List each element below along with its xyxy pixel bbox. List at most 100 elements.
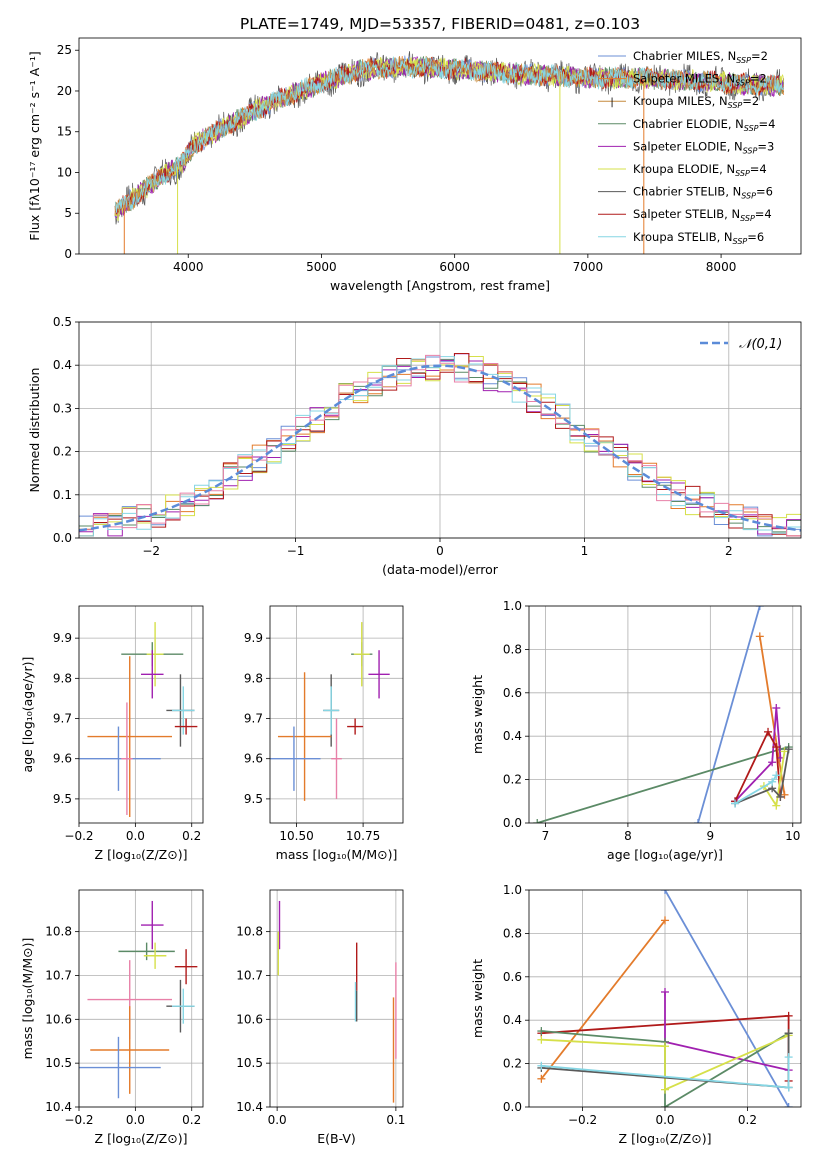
axis-ticks bbox=[266, 637, 364, 827]
x-axis-label: mass [log₁₀(M/M⊙)] bbox=[276, 847, 398, 862]
grid-lines bbox=[78, 890, 203, 1108]
x-tick-label: 0.2 bbox=[182, 829, 201, 843]
legend-entry: Kroupa STELIB, NSSP=6 bbox=[633, 230, 764, 246]
x-tick-label: 9 bbox=[707, 829, 715, 843]
weight-line bbox=[734, 729, 782, 802]
axes-frame bbox=[269, 889, 404, 1108]
y-tick-label: 0.0 bbox=[503, 1100, 522, 1114]
y-tick-label: 10.5 bbox=[45, 1056, 72, 1070]
plot-area bbox=[79, 622, 198, 817]
weight-line bbox=[734, 749, 790, 805]
y-tick-label: 25 bbox=[57, 43, 72, 57]
legend-entry: Salpeter STELIB, NSSP=4 bbox=[633, 207, 772, 223]
panel-mass-vs-Z: −0.2 0.0 0.2 10.4 10.5 10.6 10.7 10.8 Z [log₁₀(Z… bbox=[20, 889, 204, 1146]
y-tick-label: 10.8 bbox=[45, 925, 72, 939]
y-tick-label: 10.6 bbox=[45, 1012, 72, 1026]
y-tick-label: 0.2 bbox=[53, 445, 72, 459]
plot-area bbox=[533, 606, 793, 823]
legend-entry: Chabrier ELODIE, NSSP=4 bbox=[633, 117, 775, 133]
legend-entry: Salpeter ELODIE, NSSP=3 bbox=[633, 139, 774, 155]
axes-frame bbox=[78, 889, 204, 1108]
axes-frame bbox=[78, 321, 802, 539]
y-tick-label: 9.9 bbox=[53, 631, 72, 645]
y-tick-label: 9.7 bbox=[244, 712, 263, 726]
x-tick-label: −0.2 bbox=[568, 1113, 597, 1127]
x-tick-label: 0.1 bbox=[386, 1113, 405, 1127]
normal-curve bbox=[79, 364, 801, 532]
y-axis-label: Normed distribution bbox=[27, 368, 42, 493]
y-tick-label: 15 bbox=[57, 125, 72, 139]
y-tick-label: 9.6 bbox=[53, 752, 72, 766]
plot-area bbox=[537, 890, 793, 1107]
panel-spectrum: 4000 5000 6000 7000 8000 0 5 10 15 20 25 wavelength… bbox=[27, 37, 802, 293]
y-axis-label: mass weight bbox=[470, 959, 485, 1038]
legend-entry: Chabrier MILES, NSSP=2 bbox=[633, 49, 768, 65]
x-tick-label: 1 bbox=[581, 544, 589, 558]
y-tick-label: 1.0 bbox=[503, 599, 522, 613]
legend-marker: | bbox=[610, 97, 613, 108]
y-tick-label: 0.4 bbox=[503, 729, 522, 743]
y-axis-label: mass weight bbox=[470, 675, 485, 754]
grid-lines bbox=[270, 890, 403, 1108]
x-axis-label: (data-model)/error bbox=[382, 562, 499, 577]
y-tick-label: 9.6 bbox=[244, 752, 263, 766]
y-axis-label: age [log₁₀(age/yr)] bbox=[20, 657, 35, 773]
x-axis-label: age [log₁₀(age/yr)] bbox=[607, 847, 723, 862]
figure-title: PLATE=1749, MJD=53357, FIBERID=0481, z=0… bbox=[240, 15, 640, 33]
y-tick-label: 10 bbox=[57, 165, 72, 179]
panel-mass-vs-EBV: 0.0 0.1 10.4 10.5 10.6 10.7 10.8 E(B-V) bbox=[236, 889, 405, 1146]
plot-area bbox=[79, 352, 801, 538]
x-tick-label: 0.2 bbox=[738, 1113, 757, 1127]
x-tick-label: −1 bbox=[287, 544, 305, 558]
y-axis-label: Flux [fλ10⁻¹⁷ erg cm⁻² s⁻¹ A⁻¹] bbox=[27, 51, 42, 240]
weight-line bbox=[664, 992, 789, 1071]
weight-line bbox=[541, 1034, 789, 1091]
y-tick-label: 10.7 bbox=[236, 968, 263, 982]
y-tick-label: 0.0 bbox=[53, 531, 72, 545]
axes-frame bbox=[528, 889, 802, 1108]
panel-age-vs-mass: 10.50 10.75 9.5 9.6 9.7 9.8 9.9 mass [log₁₀(M/M… bbox=[244, 605, 404, 862]
x-tick-label: 0.0 bbox=[655, 1113, 674, 1127]
y-tick-label: 10.6 bbox=[236, 1012, 263, 1026]
x-tick-label: −2 bbox=[142, 544, 160, 558]
x-tick-label: 8000 bbox=[706, 260, 737, 274]
axis-ticks bbox=[75, 49, 722, 258]
axis-ticks bbox=[75, 931, 193, 1111]
x-tick-label: 0 bbox=[436, 544, 444, 558]
axes-frame bbox=[269, 605, 404, 824]
plot-area bbox=[79, 900, 198, 1099]
spectrum-line bbox=[114, 55, 785, 213]
y-tick-label: 0.6 bbox=[503, 970, 522, 984]
x-tick-label: 6000 bbox=[439, 260, 470, 274]
y-tick-label: 10.4 bbox=[236, 1100, 263, 1114]
x-tick-label: 10.50 bbox=[279, 829, 313, 843]
axes-frame bbox=[528, 605, 802, 824]
x-axis-label: Z [log₁₀(Z/Z⊙)] bbox=[95, 1131, 188, 1146]
weight-line bbox=[734, 707, 782, 802]
weight-line bbox=[664, 890, 790, 1107]
axes-frame bbox=[78, 605, 204, 824]
axis-ticks bbox=[525, 605, 794, 827]
y-tick-label: 10.5 bbox=[236, 1056, 263, 1070]
x-tick-label: 2 bbox=[725, 544, 733, 558]
y-tick-label: 9.7 bbox=[53, 712, 72, 726]
weight-line bbox=[540, 919, 666, 1080]
y-tick-label: 0.5 bbox=[53, 315, 72, 329]
x-tick-label: 7 bbox=[542, 829, 550, 843]
legend-entry: Chabrier STELIB, NSSP=6 bbox=[633, 185, 773, 201]
plot-area bbox=[277, 900, 397, 1103]
y-tick-label: 9.5 bbox=[53, 792, 72, 806]
y-tick-label: 0.8 bbox=[503, 642, 522, 656]
y-tick-label: 9.9 bbox=[244, 631, 263, 645]
y-tick-label: 0.4 bbox=[53, 358, 72, 372]
grid-lines bbox=[78, 606, 203, 823]
panel-age-vs-Z: −0.2 0.0 0.2 9.5 9.6 9.7 9.8 9.9 Z [log₁₀(Z/Z⊙)]… bbox=[20, 605, 204, 862]
panel-mass-weight-vs-Z: −0.2 0.0 0.2 0.0 0.2 0.4 0.6 0.8 1.0 Z [log₁₀(Z/Z… bbox=[470, 883, 802, 1146]
y-tick-label: 9.5 bbox=[244, 792, 263, 806]
legend-entry: Kroupa MILES, NSSP=2 bbox=[633, 94, 759, 110]
legend-entry: Kroupa ELODIE, NSSP=4 bbox=[633, 162, 767, 178]
histogram-step bbox=[79, 356, 801, 538]
x-tick-label: 7000 bbox=[573, 260, 604, 274]
axis-ticks bbox=[266, 931, 397, 1111]
legend: Chabrier MILES, NSSP=2 Salpeter MILES, NS… bbox=[598, 49, 775, 246]
